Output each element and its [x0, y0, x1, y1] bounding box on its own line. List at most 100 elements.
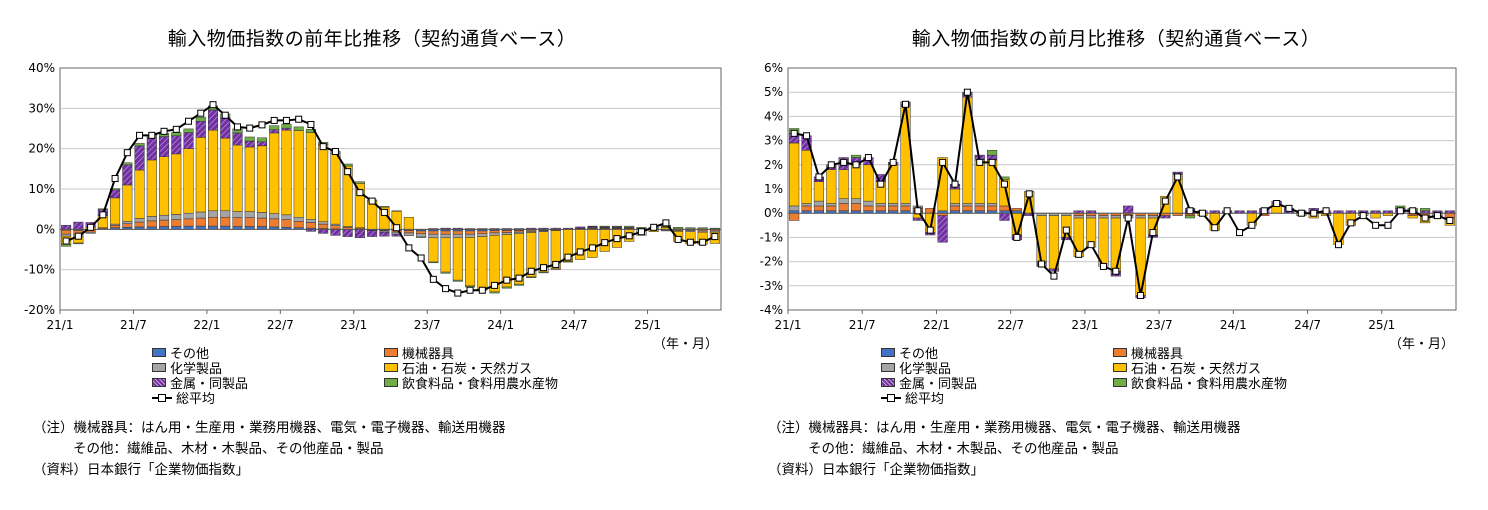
bar-machinery [1012, 208, 1022, 210]
bar-machinery [839, 204, 849, 211]
bar-food [612, 226, 622, 227]
bar-machinery [802, 206, 812, 211]
bar-machinery [123, 224, 133, 228]
bar-petroleum [429, 238, 439, 262]
bar-chemical [208, 211, 218, 217]
point-total [553, 261, 559, 267]
point-total [320, 144, 326, 150]
legend-item-food: 飲食料品・食料用農水産物 [384, 373, 558, 392]
x-tick-label: 24/1 [1220, 318, 1247, 332]
bar-food [563, 262, 573, 263]
legend-swatch-chemical [152, 363, 166, 372]
legend-swatch-other [152, 348, 166, 357]
bar-chemical [135, 218, 145, 222]
point-total [1360, 213, 1366, 219]
legend-swatch-total [881, 393, 901, 403]
point-total [1323, 208, 1329, 214]
bar-food [624, 226, 634, 227]
bar-machinery [826, 206, 836, 211]
bar-food [710, 228, 720, 229]
y-tick-label: -10% [24, 263, 55, 277]
bar-chemical [416, 234, 426, 237]
bar-petroleum [802, 150, 812, 203]
bar-chemical [233, 212, 243, 218]
bar-metal [196, 121, 206, 137]
point-total [1063, 227, 1069, 233]
bar-machinery [490, 231, 500, 233]
bar-machinery [789, 213, 799, 220]
y-tick-label: -1% [760, 230, 783, 244]
point-total [651, 224, 657, 230]
bar-machinery [233, 218, 243, 227]
bar-food [551, 269, 561, 270]
bar-machinery [245, 218, 255, 227]
point-total [100, 212, 106, 218]
point-total [198, 110, 204, 116]
point-total [357, 190, 363, 196]
bar-machinery [901, 206, 911, 211]
point-total [700, 239, 706, 245]
legend-label-total: 総平均 [905, 388, 944, 407]
bar-food [269, 126, 279, 130]
bar-petroleum [331, 154, 341, 225]
y-tick-label: 6% [764, 61, 783, 75]
point-total [1199, 210, 1205, 216]
point-total [430, 276, 436, 282]
bar-petroleum [453, 238, 463, 280]
bar-machinery [478, 231, 488, 234]
point-total [663, 220, 669, 226]
bar-chemical [318, 222, 328, 224]
bar-petroleum [196, 137, 206, 212]
y-tick-label: -2% [760, 255, 783, 269]
point-total [1039, 261, 1045, 267]
bar-chemical [987, 204, 997, 206]
bar-metal [233, 133, 243, 145]
point-total [418, 255, 424, 261]
point-total [332, 148, 338, 154]
bar-machinery [318, 224, 328, 228]
x-tick-label: 22/1 [193, 318, 220, 332]
point-total [186, 118, 192, 124]
bar-machinery [864, 206, 874, 211]
point-total [903, 101, 909, 107]
x-tick-label: 24/7 [1294, 318, 1321, 332]
bar-metal [220, 118, 230, 138]
bar-food [441, 272, 451, 273]
bar-metal [147, 138, 157, 160]
bar-petroleum [110, 198, 120, 224]
point-total [234, 124, 240, 130]
bar-metal [282, 128, 292, 130]
point-total [1249, 222, 1255, 228]
bar-metal [172, 136, 182, 154]
bar-petroleum [220, 138, 230, 211]
point-total [1001, 181, 1007, 187]
point-total [63, 238, 69, 244]
bar-food [196, 117, 206, 121]
point-total [1434, 213, 1440, 219]
bar-chemical [950, 204, 960, 206]
legend-swatch-other [881, 348, 895, 357]
bar-chemical [220, 211, 230, 217]
notes-yoy: （注）機械器具：はん用・生産用・業務用機器、電気・電子機器、輸送用機器 その他：… [33, 418, 506, 481]
bar-food [686, 228, 696, 229]
point-total [828, 162, 834, 168]
point-total [467, 287, 473, 293]
x-unit-label-yoy: （年・月） [653, 333, 718, 352]
point-total [1014, 234, 1020, 240]
bar-machinery [963, 206, 973, 211]
bar-petroleum [1111, 218, 1121, 271]
bar-chemical [269, 214, 279, 219]
y-tick-label: 5% [764, 85, 783, 99]
bar-machinery [282, 220, 292, 228]
bar-food [257, 138, 267, 142]
point-total [1076, 251, 1082, 257]
bar-petroleum [147, 160, 157, 216]
bar-chemical [975, 204, 985, 206]
bar-machinery [61, 230, 71, 234]
y-tick-label: 0% [764, 206, 783, 220]
point-total [479, 287, 485, 293]
bar-petroleum [208, 130, 218, 211]
bar-machinery [453, 231, 463, 234]
point-total [528, 268, 534, 274]
y-tick-label: 20% [28, 142, 55, 156]
